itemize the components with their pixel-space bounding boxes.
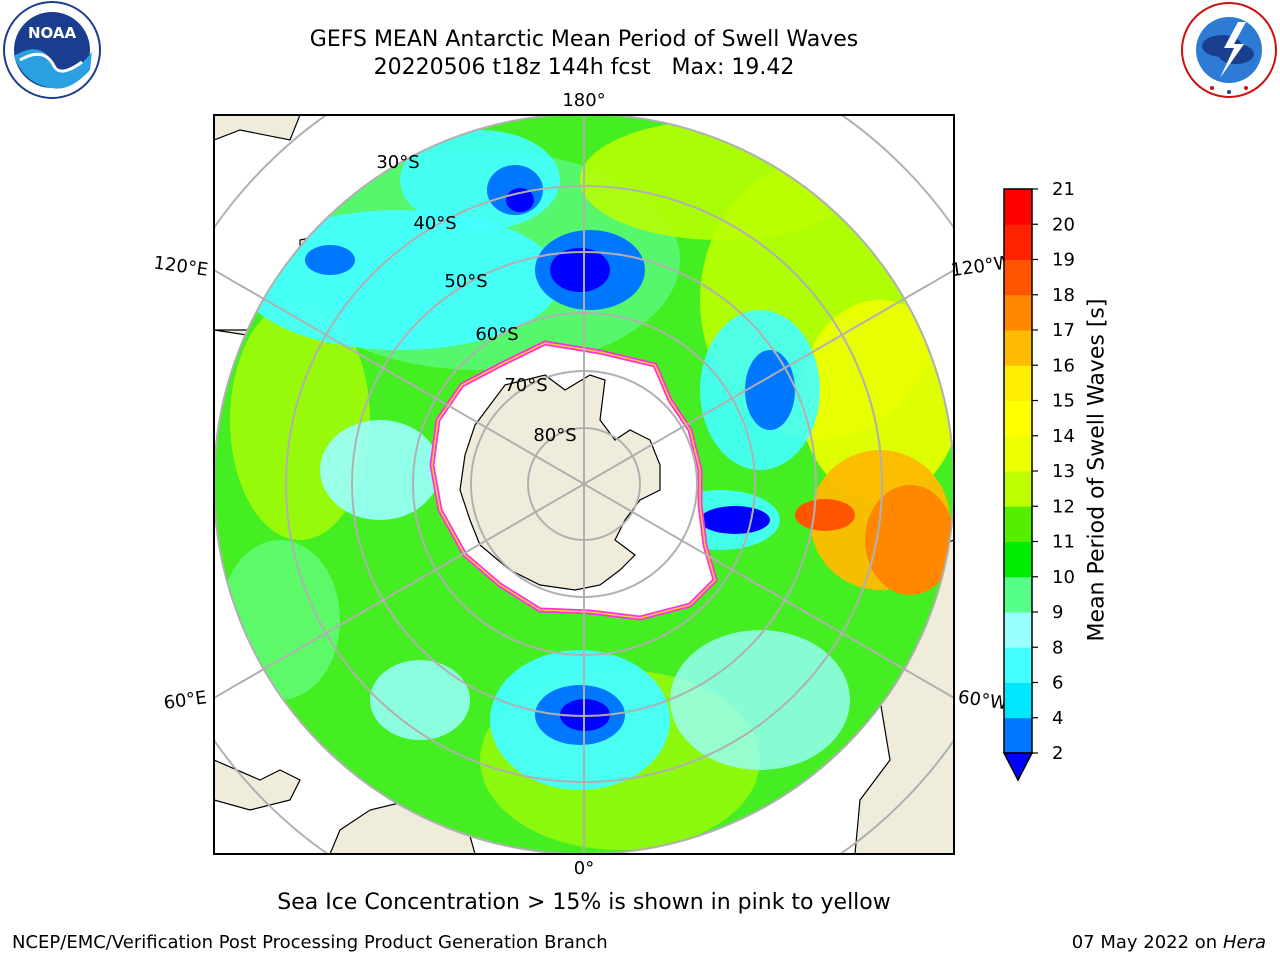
lat-label-50s: 50°S xyxy=(444,271,487,292)
credit-branch: NCEP/EMC/Verification Post Processing Pr… xyxy=(12,932,608,953)
lat-label-60s: 60°S xyxy=(475,324,518,345)
lon-label-120e: 120°E xyxy=(152,252,209,280)
colorbar-tick-label: 12 xyxy=(1052,496,1075,517)
colorbar-bin xyxy=(1004,330,1032,366)
lat-label-70s: 70°S xyxy=(504,375,547,396)
colorbar-tick-label: 16 xyxy=(1052,355,1075,376)
colorbar-tick-label: 13 xyxy=(1052,461,1075,482)
lat-label-30s: 30°S xyxy=(376,152,419,173)
colorbar-tick-label: 6 xyxy=(1052,673,1063,694)
colorbar-tick-label: 4 xyxy=(1052,708,1063,729)
colorbar-bin xyxy=(1004,365,1032,401)
noaa-logo: NOAA xyxy=(3,1,101,99)
lon-label-0: 0° xyxy=(574,858,594,879)
colorbar-tick-label: 14 xyxy=(1052,426,1075,447)
colorbar-bin xyxy=(1004,506,1032,542)
colorbar-bin xyxy=(1004,647,1032,683)
colorbar-tick-label: 19 xyxy=(1052,250,1075,271)
colorbar-bin xyxy=(1004,541,1032,578)
lon-label-60e: 60°E xyxy=(162,687,208,714)
colorbar-tick-label: 2 xyxy=(1052,743,1063,764)
nws-logo xyxy=(1181,2,1277,98)
title-line-2: 20220506 t18z 144h fcst Max: 19.42 xyxy=(373,55,795,80)
sea-ice-footnote: Sea Ice Concentration > 15% is shown in … xyxy=(277,890,891,915)
colorbar-tick-label: 8 xyxy=(1052,637,1063,658)
colorbar-label: Mean Period of Swell Waves [s] xyxy=(1084,298,1110,642)
chart-title: GEFS MEAN Antarctic Mean Period of Swell… xyxy=(0,26,1168,82)
lon-label-60w: 60°W xyxy=(957,687,1009,715)
colorbar: 2 4 6 8 9 10 11 12 13 14 15 16 17 18 19 20 21 xyxy=(1002,179,1075,782)
colorbar-bin xyxy=(1004,259,1032,296)
colorbar-tick-label: 21 xyxy=(1052,179,1075,200)
colorbar-tick-label: 18 xyxy=(1052,285,1075,306)
colorbar-bin xyxy=(1004,400,1032,437)
lon-label-180: 180° xyxy=(562,90,605,111)
colorbar-bin xyxy=(1004,612,1032,648)
credit-date-text: 07 May 2022 on xyxy=(1071,932,1218,953)
colorbar-bin xyxy=(1004,717,1032,754)
colorbar-tick-label: 9 xyxy=(1052,602,1063,623)
credit-date: 07 May 2022 on Hera xyxy=(1072,932,1266,953)
colorbar-bin xyxy=(1004,224,1032,260)
title-line-1: GEFS MEAN Antarctic Mean Period of Swell… xyxy=(309,27,859,52)
colorbar-tick-label: 15 xyxy=(1052,391,1075,412)
lat-label-80s: 80°S xyxy=(533,425,576,446)
colorbar-tick-label: 20 xyxy=(1052,214,1075,235)
antarctica xyxy=(459,374,661,591)
colorbar-bin xyxy=(1004,471,1032,507)
graticule xyxy=(214,115,954,854)
colorbar-bin xyxy=(1004,294,1032,331)
credit-machine: Hera xyxy=(1222,932,1266,953)
map-frame xyxy=(213,114,955,855)
colorbar-tick-label: 11 xyxy=(1052,532,1075,553)
colorbar-tick-label: 17 xyxy=(1052,320,1075,341)
lat-label-40s: 40°S xyxy=(413,213,456,234)
colorbar-under-extension xyxy=(1002,752,1034,782)
colorbar-bin xyxy=(1004,435,1032,472)
colorbar-tick-label: 10 xyxy=(1052,567,1075,588)
colorbar-bin xyxy=(1004,189,1032,225)
noaa-logo-text: NOAA xyxy=(28,24,77,42)
colorbar-bin xyxy=(1004,576,1032,613)
colorbar-bin xyxy=(1004,682,1032,719)
